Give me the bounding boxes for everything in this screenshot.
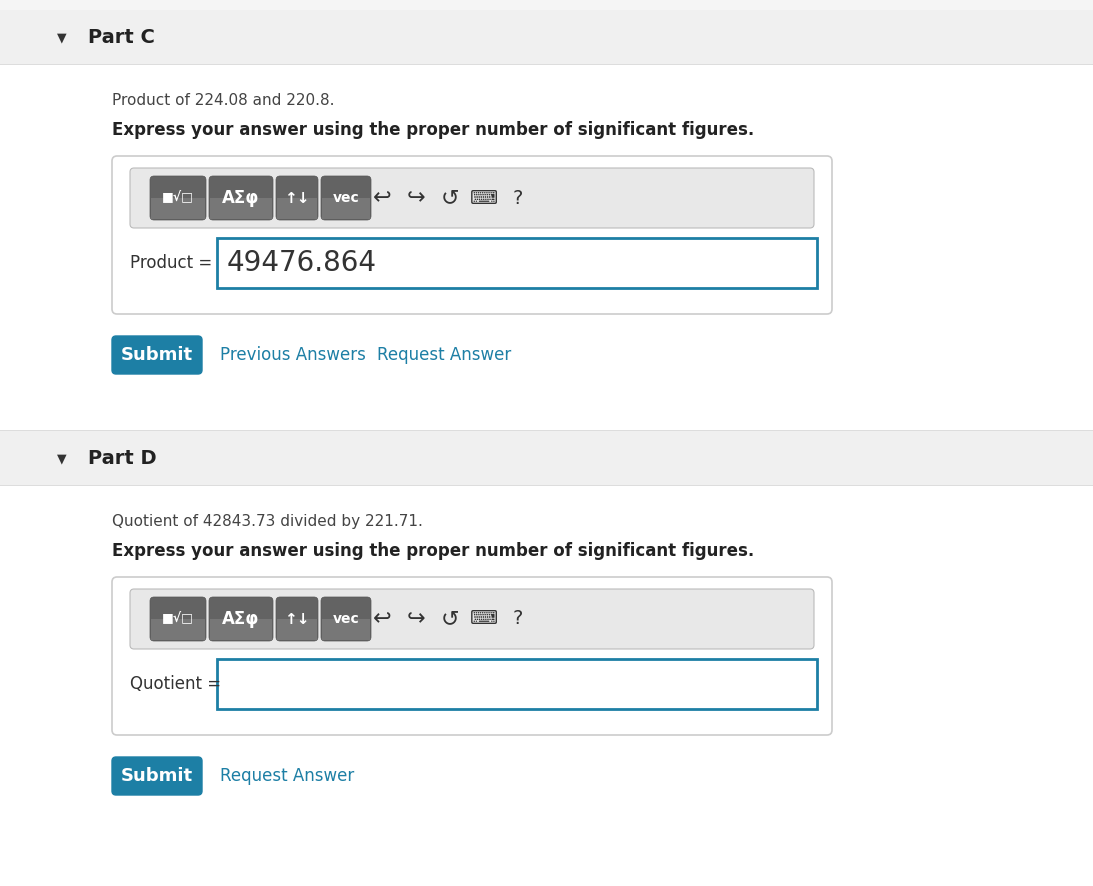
FancyBboxPatch shape — [111, 577, 832, 735]
Text: vec: vec — [332, 612, 360, 626]
Text: AΣφ: AΣφ — [222, 610, 260, 628]
Text: ⌨: ⌨ — [470, 610, 498, 628]
Bar — [0, 430, 1093, 431]
Text: Request Answer: Request Answer — [220, 767, 354, 785]
Text: Express your answer using the proper number of significant figures.: Express your answer using the proper num… — [111, 542, 754, 560]
Text: Submit: Submit — [121, 767, 193, 785]
Bar — [151, 198, 205, 219]
Text: Previous Answers: Previous Answers — [220, 346, 366, 364]
Bar — [0, 485, 1093, 486]
FancyBboxPatch shape — [150, 597, 205, 641]
Text: ↑↓: ↑↓ — [284, 611, 309, 626]
Bar — [0, 431, 1093, 486]
Text: ?: ? — [513, 189, 524, 207]
Text: Part D: Part D — [89, 449, 156, 468]
Bar — [0, 65, 1093, 430]
FancyBboxPatch shape — [209, 597, 273, 641]
FancyBboxPatch shape — [321, 176, 371, 220]
Text: Request Answer: Request Answer — [377, 346, 512, 364]
FancyBboxPatch shape — [111, 156, 832, 314]
Text: ↺: ↺ — [440, 609, 459, 629]
Text: ↪: ↪ — [407, 188, 425, 208]
Bar — [151, 619, 205, 640]
Text: Quotient =: Quotient = — [130, 675, 221, 693]
Text: ?: ? — [513, 610, 524, 628]
Text: Quotient of 42843.73 divided by 221.71.: Quotient of 42843.73 divided by 221.71. — [111, 514, 423, 529]
Text: Part C: Part C — [89, 28, 155, 47]
Bar — [218, 659, 816, 709]
FancyBboxPatch shape — [209, 176, 273, 220]
Bar — [0, 64, 1093, 65]
FancyBboxPatch shape — [277, 176, 318, 220]
Text: Product =: Product = — [130, 254, 212, 272]
Bar — [0, 0, 1093, 10]
Text: ■√□: ■√□ — [162, 191, 193, 205]
Text: ▼: ▼ — [57, 452, 67, 465]
FancyBboxPatch shape — [277, 597, 318, 641]
Bar — [0, 10, 1093, 65]
Bar — [218, 238, 816, 288]
FancyBboxPatch shape — [130, 168, 814, 228]
FancyBboxPatch shape — [321, 597, 371, 641]
Bar — [210, 198, 272, 219]
Text: vec: vec — [332, 191, 360, 205]
FancyBboxPatch shape — [111, 757, 202, 795]
Text: Submit: Submit — [121, 346, 193, 364]
Text: AΣφ: AΣφ — [222, 189, 260, 207]
Text: Product of 224.08 and 220.8.: Product of 224.08 and 220.8. — [111, 93, 334, 108]
Text: ↩: ↩ — [373, 188, 391, 208]
Text: ↺: ↺ — [440, 188, 459, 208]
Bar — [322, 198, 371, 219]
Text: 49476.864: 49476.864 — [227, 249, 377, 277]
Bar — [322, 619, 371, 640]
Bar — [0, 486, 1093, 886]
Text: ↪: ↪ — [407, 609, 425, 629]
Text: ↑↓: ↑↓ — [284, 190, 309, 206]
FancyBboxPatch shape — [130, 589, 814, 649]
Text: ⌨: ⌨ — [470, 189, 498, 207]
Text: ↩: ↩ — [373, 609, 391, 629]
Text: Express your answer using the proper number of significant figures.: Express your answer using the proper num… — [111, 121, 754, 139]
Bar — [210, 619, 272, 640]
FancyBboxPatch shape — [111, 336, 202, 374]
Bar — [277, 619, 317, 640]
Text: ▼: ▼ — [57, 31, 67, 44]
Bar — [277, 198, 317, 219]
FancyBboxPatch shape — [150, 176, 205, 220]
Text: ■√□: ■√□ — [162, 612, 193, 626]
